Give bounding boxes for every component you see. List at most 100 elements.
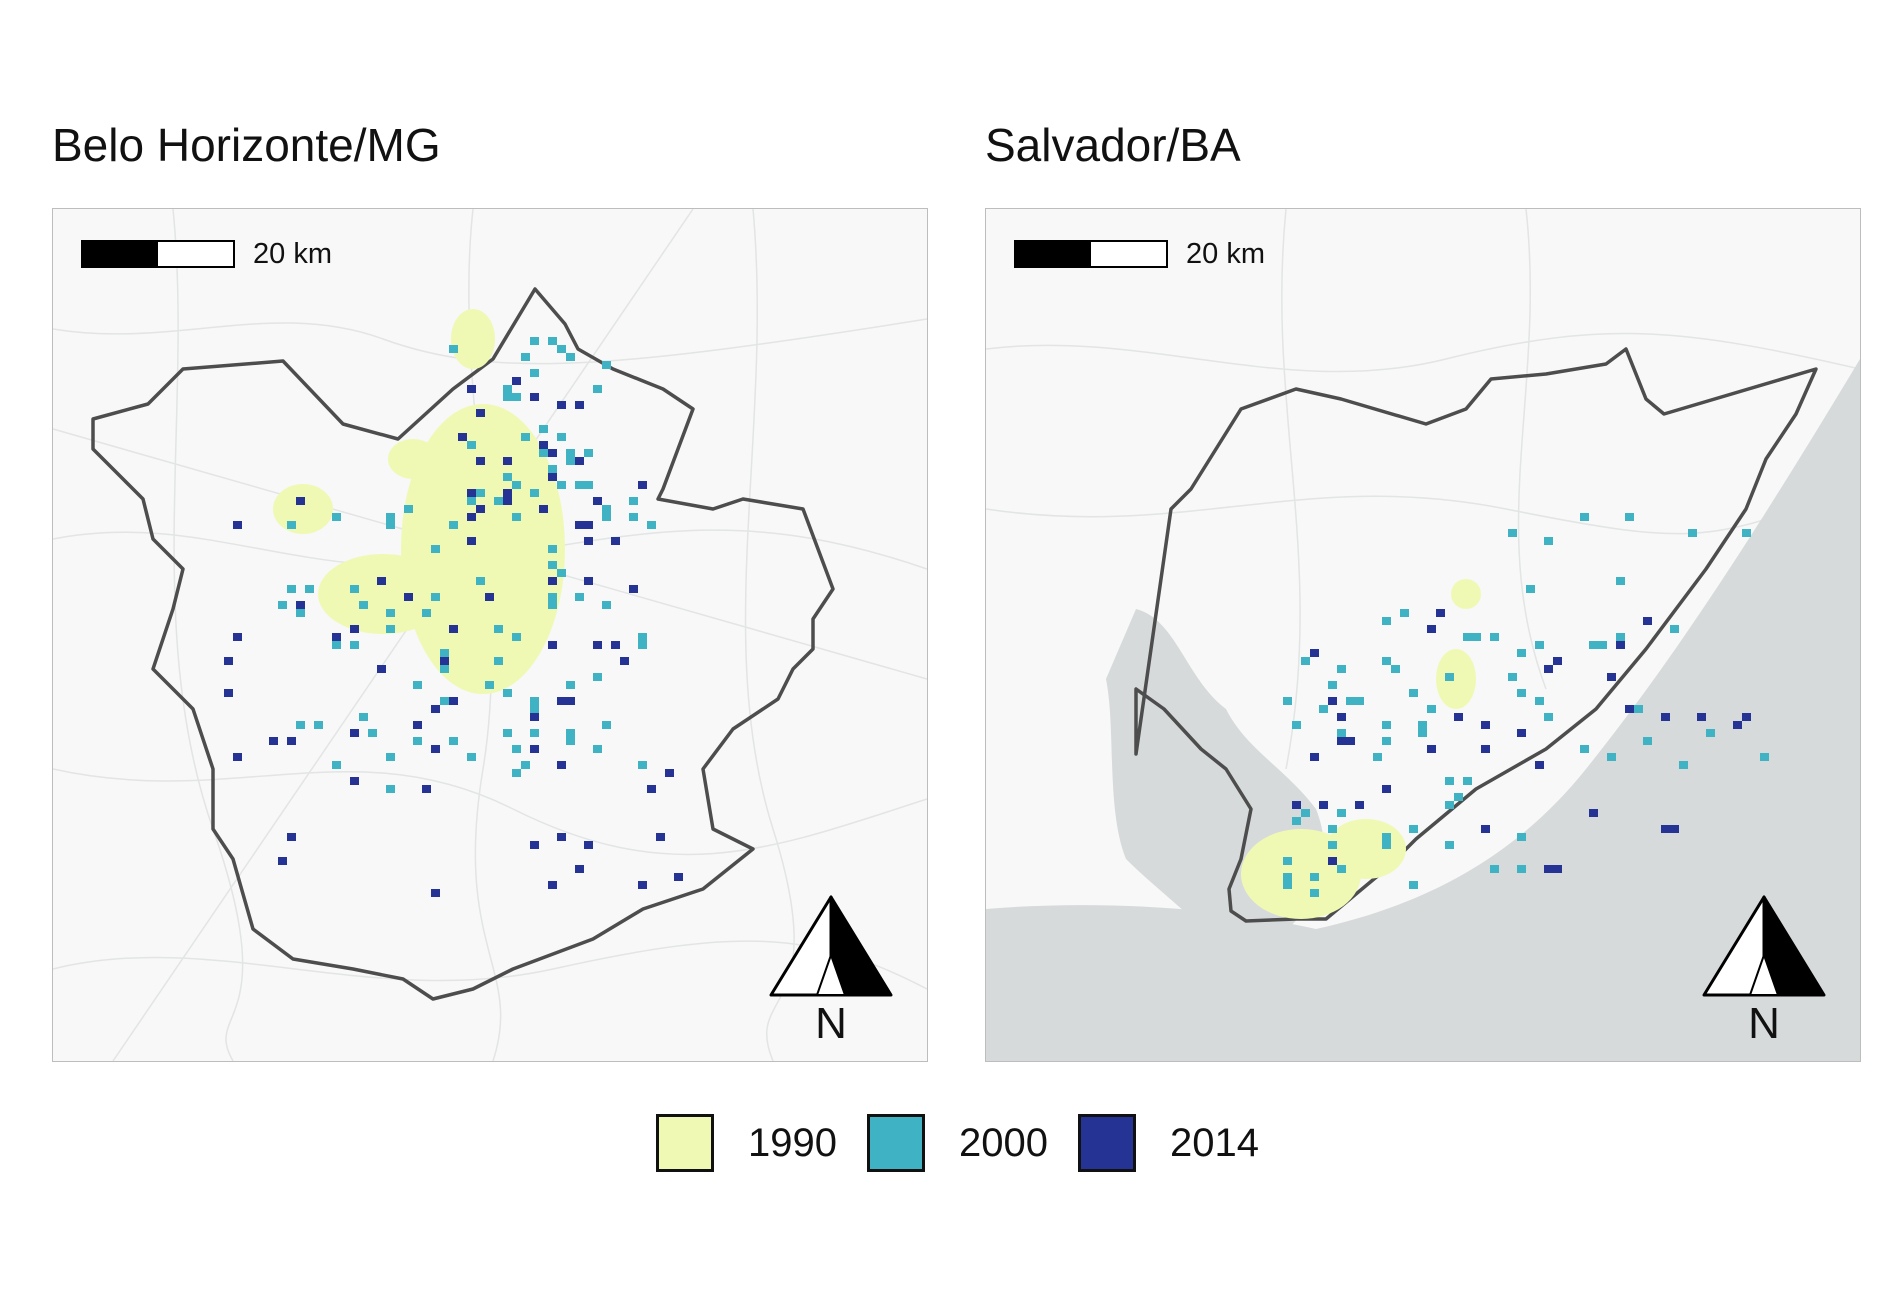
urban-cell-2014 xyxy=(1697,713,1706,721)
urban-cell-2000 xyxy=(476,577,485,585)
urban-cell-2000 xyxy=(1382,721,1391,729)
urban-cell-2014 xyxy=(674,873,683,881)
urban-cell-2000 xyxy=(1742,529,1751,537)
urban-cell-2000 xyxy=(503,385,512,393)
urban-cell-2014 xyxy=(458,433,467,441)
urban-cell-2000 xyxy=(305,585,314,593)
urban-cell-2000 xyxy=(1283,857,1292,865)
urban-cell-2000 xyxy=(1616,633,1625,641)
urban-cell-2000 xyxy=(503,393,512,401)
urban-cell-2000 xyxy=(386,625,395,633)
urban-cell-2014 xyxy=(377,665,386,673)
urban-cell-2014 xyxy=(548,449,557,457)
urban-cell-2014 xyxy=(1382,785,1391,793)
urban-cell-2014 xyxy=(593,641,602,649)
urban-cell-2014 xyxy=(1544,865,1553,873)
north-arrow-icon: N xyxy=(769,895,899,1048)
urban-cell-2000 xyxy=(1454,793,1463,801)
urban-cell-2014 xyxy=(1310,649,1319,657)
urban-cell-2000 xyxy=(1517,865,1526,873)
urban-cell-2014 xyxy=(566,697,575,705)
urban-cell-2014 xyxy=(530,393,539,401)
urban-cell-2014 xyxy=(530,745,539,753)
urban-cell-2014 xyxy=(287,737,296,745)
urban-cell-2014 xyxy=(1481,825,1490,833)
urban-cell-2014 xyxy=(413,721,422,729)
urban-cell-2000 xyxy=(1337,665,1346,673)
urban-cell-2000 xyxy=(1535,697,1544,705)
urban-cell-2000 xyxy=(1445,841,1454,849)
urban-area-1990 xyxy=(1451,579,1481,609)
urban-cell-2014 xyxy=(512,377,521,385)
urban-cell-2000 xyxy=(350,641,359,649)
urban-cell-2000 xyxy=(539,425,548,433)
legend-item-2014: 2014 xyxy=(1077,1114,1259,1172)
urban-cell-2000 xyxy=(1283,873,1292,881)
map-panel-belo-horizonte[interactable]: 20 km N xyxy=(52,208,928,1062)
urban-cell-2000 xyxy=(1643,737,1652,745)
legend-swatch-2000 xyxy=(866,1114,925,1172)
urban-cell-2000 xyxy=(422,609,431,617)
urban-cell-2000 xyxy=(584,449,593,457)
urban-cell-2000 xyxy=(332,761,341,769)
urban-cell-2000 xyxy=(1490,865,1499,873)
urban-cell-2000 xyxy=(548,601,557,609)
urban-cell-2014 xyxy=(476,409,485,417)
urban-cell-2000 xyxy=(476,489,485,497)
urban-cell-2000 xyxy=(1337,809,1346,817)
urban-cell-2014 xyxy=(476,457,485,465)
urban-cell-2000 xyxy=(557,569,566,577)
urban-cell-2000 xyxy=(566,449,575,457)
urban-area-1990 xyxy=(388,439,438,479)
urban-cell-2000 xyxy=(566,353,575,361)
urban-cell-2000 xyxy=(503,689,512,697)
urban-cell-2014 xyxy=(1544,665,1553,673)
urban-cell-2014 xyxy=(557,833,566,841)
urban-cell-2014 xyxy=(431,705,440,713)
urban-cell-2014 xyxy=(1355,801,1364,809)
urban-cell-2000 xyxy=(1688,529,1697,537)
urban-cell-2014 xyxy=(539,441,548,449)
urban-cell-2014 xyxy=(350,625,359,633)
urban-cell-2000 xyxy=(287,521,296,529)
urban-cell-2000 xyxy=(1373,753,1382,761)
urban-cell-2000 xyxy=(530,369,539,377)
urban-cell-2014 xyxy=(1481,721,1490,729)
urban-cell-2000 xyxy=(593,673,602,681)
urban-cell-2014 xyxy=(377,577,386,585)
urban-cell-2000 xyxy=(404,505,413,513)
urban-cell-2014 xyxy=(530,713,539,721)
urban-cell-2000 xyxy=(1463,633,1472,641)
urban-cell-2014 xyxy=(1310,753,1319,761)
urban-cell-2000 xyxy=(1355,697,1364,705)
sea xyxy=(986,359,1860,1061)
urban-cell-2000 xyxy=(557,345,566,353)
urban-cell-2014 xyxy=(1346,737,1355,745)
urban-cell-2000 xyxy=(440,649,449,657)
urban-cell-2000 xyxy=(1292,721,1301,729)
urban-cell-2014 xyxy=(1661,713,1670,721)
urban-cell-2000 xyxy=(1382,833,1391,841)
urban-cell-2000 xyxy=(521,761,530,769)
map-panel-salvador[interactable]: 20 km N xyxy=(985,208,1861,1062)
urban-cell-2014 xyxy=(575,457,584,465)
urban-cell-2000 xyxy=(386,609,395,617)
urban-cell-2000 xyxy=(647,521,656,529)
metro-boundary xyxy=(91,287,835,1001)
legend-label-2014: 2014 xyxy=(1169,1120,1259,1165)
urban-cell-2014 xyxy=(1553,657,1562,665)
urban-cell-2014 xyxy=(530,841,539,849)
urban-cell-2000 xyxy=(593,385,602,393)
urban-cell-2014 xyxy=(296,601,305,609)
urban-cell-2000 xyxy=(278,601,287,609)
urban-area-1990 xyxy=(401,404,565,694)
urban-cell-2000 xyxy=(602,361,611,369)
urban-cell-2000 xyxy=(431,545,440,553)
urban-cell-2000 xyxy=(1535,641,1544,649)
north-arrow-icon: N xyxy=(1702,895,1832,1048)
urban-cell-2000 xyxy=(557,433,566,441)
urban-cell-2014 xyxy=(503,497,512,505)
urban-cell-2000 xyxy=(1409,825,1418,833)
urban-cell-2000 xyxy=(638,641,647,649)
urban-cell-2000 xyxy=(629,497,638,505)
